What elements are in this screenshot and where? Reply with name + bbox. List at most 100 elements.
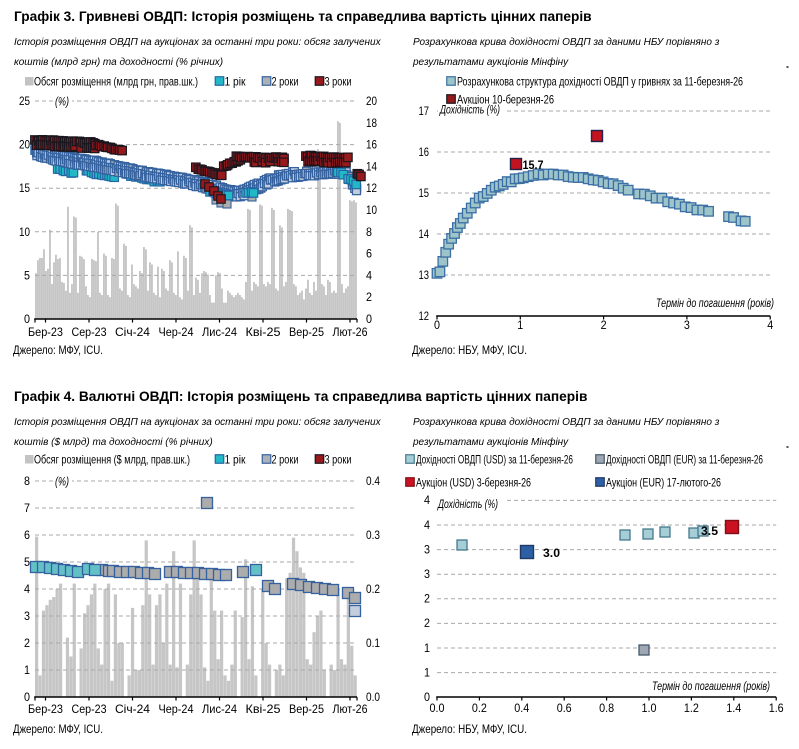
svg-text:14: 14 <box>419 227 430 241</box>
svg-text:Сер-23: Сер-23 <box>72 702 107 716</box>
svg-text:0.2: 0.2 <box>366 582 380 596</box>
svg-text:Січ-24: Січ-24 <box>115 702 150 716</box>
svg-text:16: 16 <box>366 138 377 152</box>
svg-text:Дохідність (%): Дохідність (%) <box>439 103 500 117</box>
svg-text:1: 1 <box>424 641 430 655</box>
svg-text:Історія розміщення ОВДП на аук: Історія розміщення ОВДП на аукціонах за … <box>14 36 382 48</box>
svg-text:0: 0 <box>424 690 430 704</box>
svg-text:2: 2 <box>24 636 30 650</box>
svg-text:8: 8 <box>24 474 30 488</box>
svg-text:Аукціон (USD) 3-березня-26: Аукціон (USD) 3-березня-26 <box>416 476 531 490</box>
svg-text:0: 0 <box>366 312 372 326</box>
svg-text:1: 1 <box>24 663 30 677</box>
svg-text:2: 2 <box>601 318 607 332</box>
svg-text:2: 2 <box>424 592 430 606</box>
svg-text:3: 3 <box>424 567 430 581</box>
svg-text:(%): (%) <box>55 475 69 489</box>
svg-text:Обсяг розміщення (млрд грн, пр: Обсяг розміщення (млрд грн, прав.шк.) <box>34 75 198 89</box>
svg-text:Сер-23: Сер-23 <box>72 325 107 339</box>
svg-text:Розрахункова структура дохідно: Розрахункова структура дохідності ОВДП у… <box>457 75 743 89</box>
svg-text:8: 8 <box>366 225 372 239</box>
svg-text:6: 6 <box>366 247 372 261</box>
svg-text:Історія розміщення ОВДП на аук: Історія розміщення ОВДП на аукціонах за … <box>14 416 382 428</box>
svg-text:(%): (%) <box>55 95 69 109</box>
svg-text:результатами аукціонів Мінфіну: результатами аукціонів Мінфіну <box>412 56 569 68</box>
svg-text:Графік 3. Гривневі ОВДП: Істор: Графік 3. Гривневі ОВДП: Історія розміще… <box>14 9 592 24</box>
svg-text:14: 14 <box>366 159 377 173</box>
svg-text:Кві-25: Кві-25 <box>246 325 281 339</box>
svg-text:Дохідності ОВДП (EUR) за 11-бе: Дохідності ОВДП (EUR) за 11-березня-26 <box>606 453 763 467</box>
svg-text:0.8: 0.8 <box>599 701 614 715</box>
svg-text:20: 20 <box>19 138 30 152</box>
svg-text:6: 6 <box>24 528 30 542</box>
svg-text:Дохідності ОВДП (USD) за 11-бе: Дохідності ОВДП (USD) за 11-березня-26 <box>416 453 573 467</box>
svg-text:3: 3 <box>424 542 430 556</box>
svg-text:1 рік: 1 рік <box>225 75 247 89</box>
svg-text:5: 5 <box>24 555 30 569</box>
svg-text:1.2: 1.2 <box>684 701 699 715</box>
svg-text:Бер-23: Бер-23 <box>28 702 63 716</box>
svg-text:2: 2 <box>366 290 372 304</box>
svg-text:Розрахункова крива дохідності: Розрахункова крива дохідності ОВДП за да… <box>413 37 720 48</box>
svg-text:0.6: 0.6 <box>557 701 572 715</box>
svg-text:16: 16 <box>419 145 430 159</box>
svg-text:3: 3 <box>684 318 690 332</box>
svg-text:1: 1 <box>424 665 430 679</box>
svg-text:Графік 4. Валютні ОВДП: Історі: Графік 4. Валютні ОВДП: Історія розміщен… <box>14 389 587 404</box>
svg-text:Лют-26: Лют-26 <box>333 702 368 716</box>
svg-text:17: 17 <box>419 104 430 118</box>
svg-text:Джерело: НБУ, МФУ, ICU.: Джерело: НБУ, МФУ, ICU. <box>412 343 527 357</box>
svg-text:1 рік: 1 рік <box>225 453 247 467</box>
svg-text:10: 10 <box>366 203 377 217</box>
svg-text:2 роки: 2 роки <box>272 75 299 89</box>
svg-text:Кві-25: Кві-25 <box>246 702 281 716</box>
svg-text:Вер-25: Вер-25 <box>289 702 324 716</box>
svg-text:12: 12 <box>419 309 430 323</box>
svg-text:3: 3 <box>24 609 30 623</box>
svg-text:3 роки: 3 роки <box>325 75 352 89</box>
svg-text:12: 12 <box>366 181 377 195</box>
svg-text:0.1: 0.1 <box>366 636 380 650</box>
svg-text:результатами аукціонів Мінфіну: результатами аукціонів Мінфіну <box>412 436 569 448</box>
svg-text:2 роки: 2 роки <box>272 453 299 467</box>
svg-text:Лис-24: Лис-24 <box>202 702 237 716</box>
svg-text:0: 0 <box>434 318 440 332</box>
svg-text:коштів ($ млрд) та доходності: коштів ($ млрд) та доходності (% річних) <box>14 437 213 448</box>
svg-text:1.6: 1.6 <box>769 701 784 715</box>
svg-text:коштів (млрд грн) та доходност: коштів (млрд грн) та доходності (% річни… <box>14 57 223 68</box>
svg-text:1.0: 1.0 <box>642 701 657 715</box>
svg-text:Аукціон 10-березня-26: Аукціон 10-березня-26 <box>457 93 554 107</box>
svg-text:Чер-24: Чер-24 <box>159 325 194 339</box>
svg-text:0.0: 0.0 <box>430 701 445 715</box>
svg-text:4: 4 <box>767 318 773 332</box>
svg-text:0.4: 0.4 <box>514 701 529 715</box>
svg-text:Січ-24: Січ-24 <box>115 325 150 339</box>
svg-text:25: 25 <box>19 94 30 108</box>
svg-text:0.2: 0.2 <box>472 701 487 715</box>
svg-text:Дохідність (%): Дохідність (%) <box>437 497 498 511</box>
svg-text:0.4: 0.4 <box>366 474 380 488</box>
svg-text:5: 5 <box>24 268 30 282</box>
svg-text:4: 4 <box>366 268 372 282</box>
svg-text:Термін до погашення (років): Термін до погашення (років) <box>656 296 774 310</box>
svg-text:Джерело: МФУ, ICU.: Джерело: МФУ, ICU. <box>13 722 103 736</box>
svg-text:4: 4 <box>424 493 430 507</box>
svg-text:3.5: 3.5 <box>701 524 718 538</box>
svg-text:Джерело: МФУ, ICU.: Джерело: МФУ, ICU. <box>13 343 103 357</box>
svg-text:0.0: 0.0 <box>366 690 380 704</box>
svg-text:4: 4 <box>424 518 430 532</box>
svg-text:Розрахункова крива дохідності: Розрахункова крива дохідності ОВДП за да… <box>413 417 720 428</box>
svg-text:Лис-24: Лис-24 <box>202 325 237 339</box>
svg-text:3 роки: 3 роки <box>325 453 352 467</box>
svg-text:Термін до погашення (років): Термін до погашення (років) <box>652 679 770 693</box>
svg-text:Чер-24: Чер-24 <box>159 702 194 716</box>
svg-text:Лют-26: Лют-26 <box>333 325 368 339</box>
svg-text:0: 0 <box>24 312 30 326</box>
svg-text:7: 7 <box>24 501 30 515</box>
svg-text:0.3: 0.3 <box>366 528 380 542</box>
svg-text:0: 0 <box>24 690 30 704</box>
svg-text:4: 4 <box>24 582 30 596</box>
svg-text:15: 15 <box>19 181 30 195</box>
svg-text:13: 13 <box>419 268 430 282</box>
svg-text:15: 15 <box>419 186 430 200</box>
